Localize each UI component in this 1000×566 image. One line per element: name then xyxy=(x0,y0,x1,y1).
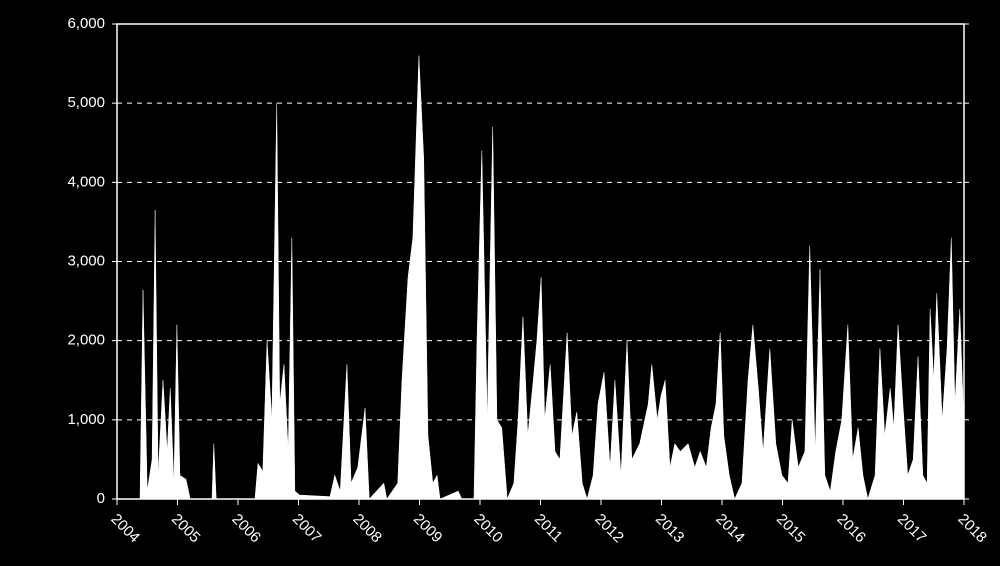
x-tick-label: 2007 xyxy=(289,511,325,547)
x-tick-label: 2015 xyxy=(773,511,809,547)
y-tick-label: 2,000 xyxy=(67,332,105,349)
y-tick-label: 3,000 xyxy=(67,252,105,269)
area xyxy=(117,55,965,500)
x-tick-label: 2006 xyxy=(228,511,264,547)
x-tick-label: 2008 xyxy=(349,511,385,547)
y-tick-label: 4,000 xyxy=(67,173,105,190)
y-tick-label: 5,000 xyxy=(67,94,105,111)
y-tick-label: 6,000 xyxy=(67,15,105,32)
plot-frame xyxy=(116,23,965,500)
x-tick-label: 2004 xyxy=(107,511,143,547)
x-tick-label: 2005 xyxy=(168,511,204,547)
x-tick-label: 2011 xyxy=(531,511,566,546)
x-tick-label: 2016 xyxy=(833,511,869,547)
x-tick-label: 2018 xyxy=(954,511,990,547)
x-tick-label: 2009 xyxy=(410,511,446,547)
x-tick-label: 2012 xyxy=(591,511,627,547)
x-tick-label: 2010 xyxy=(470,511,506,547)
x-tick-label: 2013 xyxy=(652,511,688,547)
x-tick-label: 2014 xyxy=(712,511,748,547)
y-tick-label: 0 xyxy=(97,490,105,507)
x-tick-label: 2017 xyxy=(894,511,930,547)
y-tick-label: 1,000 xyxy=(67,411,105,428)
